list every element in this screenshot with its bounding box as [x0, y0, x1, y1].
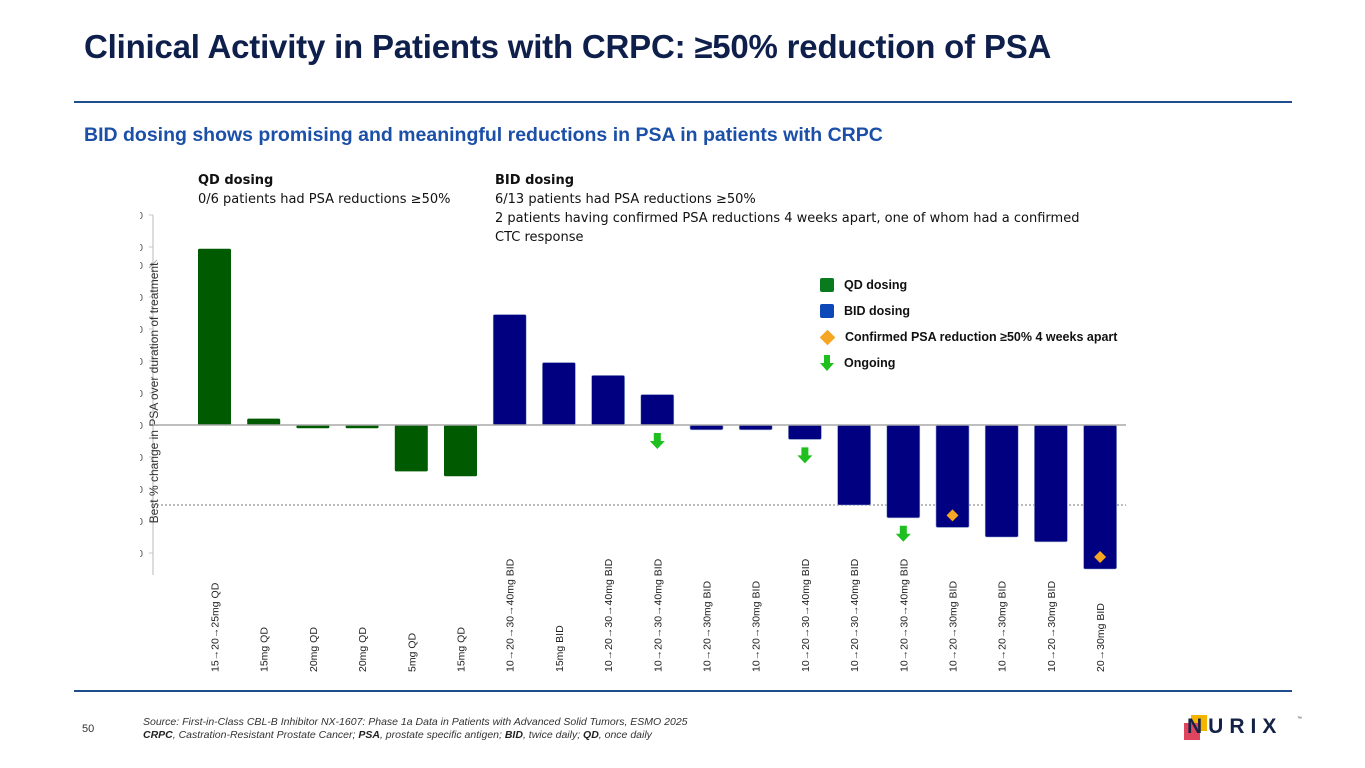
legend-item-confirmed: Confirmed PSA reduction ≥50% 4 weeks apa… — [819, 324, 1118, 350]
x-tick-label: 10→20→30→40mg BID — [505, 558, 517, 672]
psa-waterfall-chart: 140 120 100 80 60 40 20 0 -20 -40 -60 -80 Best % cha… — [140, 210, 1126, 672]
x-tick-label: 5mg QD — [406, 632, 418, 672]
x-tick-label: 10→20→30→40mg BID — [603, 558, 615, 672]
logo-pink-square — [1184, 723, 1200, 740]
ongoing-arrow-icon — [797, 447, 813, 464]
y-tick-label: -80 — [140, 548, 143, 560]
abbr-term: QD — [583, 729, 599, 741]
chart-legend: QD dosing BID dosing Confirmed PSA reduc… — [819, 272, 1118, 376]
source-citation: Source: First-in-Class CBL-B Inhibitor N… — [143, 716, 688, 728]
confirmed-diamond-icon — [946, 509, 959, 522]
bar-bid — [1083, 424, 1117, 570]
y-axis-title: Best % change in PSA over duration of tr… — [147, 262, 161, 523]
legend-label: Confirmed PSA reduction ≥50% 4 weeks apa… — [845, 330, 1118, 344]
y-tick-label: -40 — [140, 484, 143, 496]
bar-qd — [296, 425, 330, 429]
x-tick-label: 20mg QD — [308, 627, 320, 672]
legend-label: BID dosing — [844, 304, 910, 318]
qd-swatch-icon — [820, 278, 834, 292]
y-tick-label: 80 — [140, 292, 143, 304]
qd-note-line: 0/6 patients had PSA reductions ≥50% — [198, 192, 451, 207]
bar-bid — [837, 424, 871, 506]
bid-swatch-icon — [820, 304, 834, 318]
y-tick-label: -60 — [140, 516, 143, 528]
y-tick-label: 100 — [140, 260, 143, 272]
bar-qd — [345, 425, 379, 429]
logo-trademark: ™ — [1297, 716, 1302, 722]
bar-qd — [198, 248, 231, 425]
bid-note-heading: BID dosing — [495, 173, 575, 188]
ongoing-arrow-icon — [649, 433, 665, 449]
footer-source: Source: First-in-Class CBL-B Inhibitor N… — [143, 716, 688, 742]
qd-note: QD dosing 0/6 patients had PSA reduction… — [198, 171, 450, 209]
y-tick-label: 0 — [140, 420, 143, 432]
x-tick-label: 10→20→30→40mg BID — [849, 558, 861, 672]
x-tick-label: 10→20→30→40mg BID — [898, 558, 910, 672]
bid-note-line: 2 patients having confirmed PSA reductio… — [495, 211, 1080, 245]
bar-qd — [394, 425, 428, 472]
legend-item-qd: QD dosing — [820, 272, 1117, 298]
slide-title: Clinical Activity in Patients with CRPC:… — [84, 28, 1052, 65]
abbr-term: BID — [504, 729, 523, 741]
bar-bid — [886, 424, 921, 519]
abbr-def: , once daily — [598, 729, 652, 741]
abbr-term: CRPC — [143, 729, 173, 741]
abbreviations: CRPC, Castration-Resistant Prostate Canc… — [143, 729, 688, 742]
bar-bid — [542, 362, 576, 426]
nurix-logo: NURIX ™ — [1184, 713, 1302, 743]
confirmed-diamond-icon — [1094, 551, 1107, 563]
bar-bid — [788, 424, 822, 440]
x-tick-label: 10→20→30mg BID — [948, 581, 960, 672]
x-tick-label: 10→20→30mg BID — [1046, 581, 1058, 672]
y-tick-label: 40 — [140, 356, 143, 368]
page-number: 50 — [82, 723, 95, 735]
legend-item-bid: BID dosing — [820, 298, 1117, 324]
bar-bid — [1034, 424, 1068, 543]
bar-bid — [640, 394, 675, 426]
x-tick-label: 10→20→30mg BID — [751, 581, 763, 672]
ongoing-arrow-icon — [895, 525, 911, 542]
footer-divider — [74, 690, 1292, 692]
legend-label: Ongoing — [844, 356, 896, 370]
y-tick-label: 60 — [140, 324, 143, 336]
bar-bid — [492, 314, 527, 426]
y-tick-label: 20 — [140, 388, 143, 400]
x-tick-label: 15→20→25mg QD — [210, 582, 222, 672]
y-tick-label: -20 — [140, 452, 143, 464]
x-tick-label: 20→30mg BID — [1095, 603, 1107, 672]
y-tick-label: 140 — [140, 210, 143, 222]
bar-bid — [591, 375, 625, 426]
bar-bid — [984, 424, 1019, 538]
bar-qd — [247, 418, 281, 425]
header-divider — [74, 101, 1292, 103]
legend-item-ongoing: Ongoing — [820, 350, 1117, 376]
x-tick-label: 15mg QD — [259, 627, 271, 672]
x-tick-label: 15mg BID — [554, 625, 566, 672]
axis-break-mark — [148, 259, 158, 269]
abbr-def: , twice daily; — [522, 729, 584, 741]
abbr-def: , prostate specific antigen; — [379, 729, 505, 741]
x-tick-label: 10→20→30mg BID — [997, 581, 1009, 672]
abbr-term: PSA — [358, 729, 380, 741]
x-tick-label: 10→20→30→40mg BID — [800, 558, 812, 672]
bar-qd — [444, 425, 477, 477]
bid-note: BID dosing 6/13 patients had PSA reducti… — [495, 171, 1095, 247]
x-tick-label: 20mg QD — [357, 627, 369, 672]
slide-subtitle: BID dosing shows promising and meaningfu… — [84, 124, 883, 146]
qd-note-heading: QD dosing — [198, 173, 274, 188]
legend-label: QD dosing — [844, 278, 908, 292]
abbr-def: , Castration-Resistant Prostate Cancer; — [172, 729, 359, 741]
x-tick-label: 10→20→30→40mg BID — [652, 558, 664, 672]
logo-text: NURIX — [1187, 715, 1283, 738]
x-tick-label: 15mg QD — [456, 627, 468, 672]
y-tick-label: 120 — [140, 242, 143, 254]
diamond-icon — [819, 329, 836, 345]
down-arrow-icon — [820, 355, 834, 371]
bid-note-line: 6/13 patients had PSA reductions ≥50% — [495, 192, 756, 207]
x-tick-label: 10→20→30mg BID — [702, 581, 714, 672]
